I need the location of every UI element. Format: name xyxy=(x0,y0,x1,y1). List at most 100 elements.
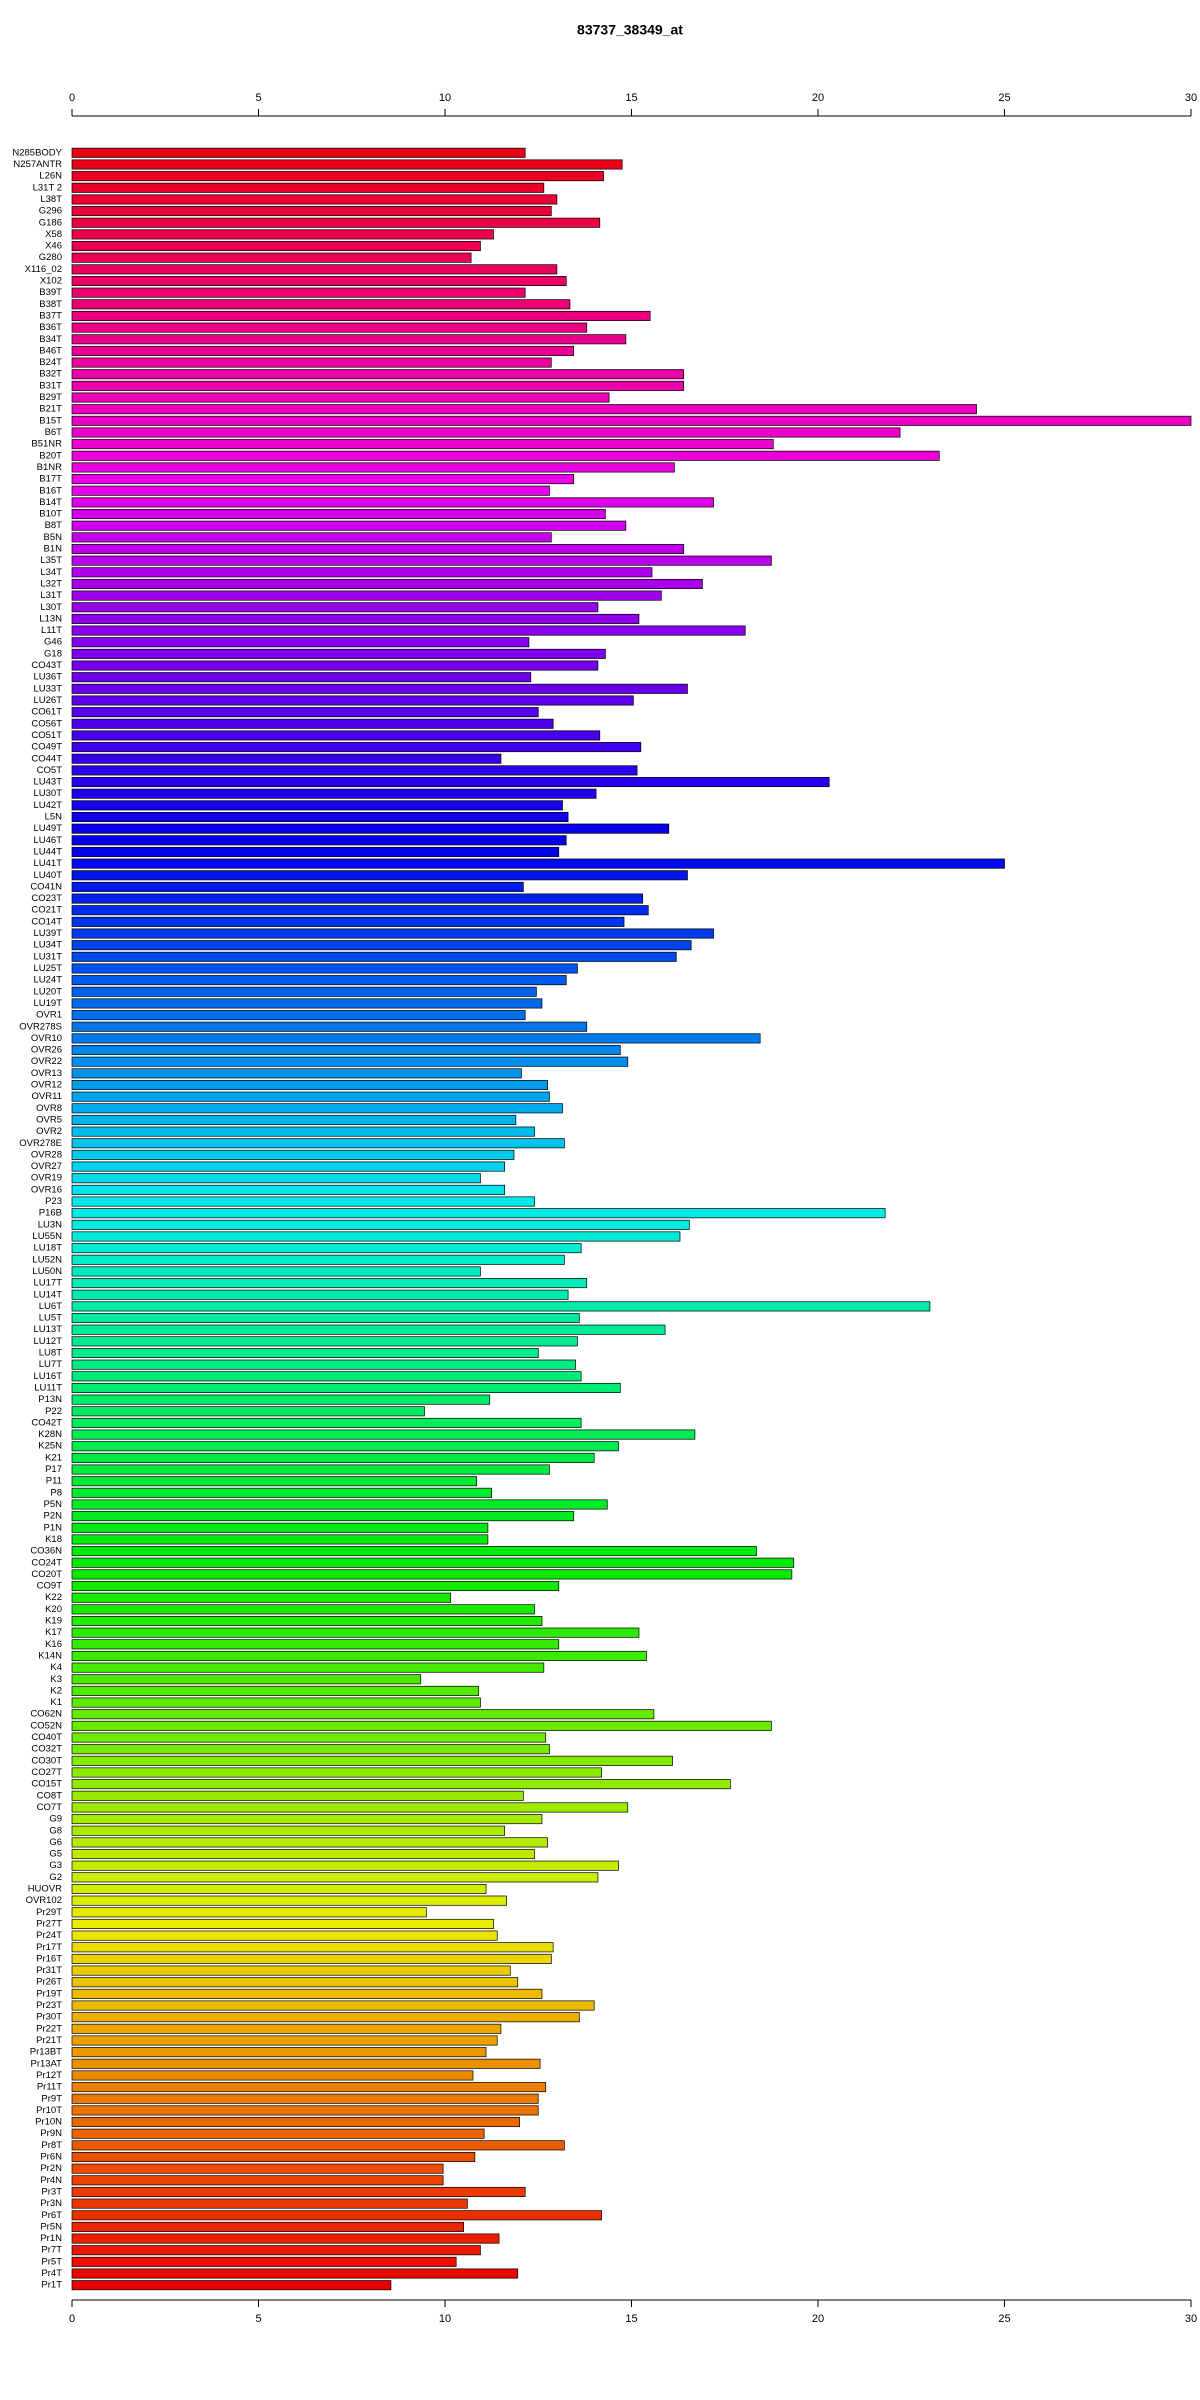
y-tick-label: LU7T xyxy=(39,1359,62,1370)
bar xyxy=(71,986,537,997)
y-tick-label: Pr13AT xyxy=(30,2058,62,2069)
bar xyxy=(71,1767,603,1778)
bar xyxy=(71,1965,511,1976)
bar xyxy=(71,835,567,846)
bar xyxy=(71,1732,547,1743)
bar xyxy=(71,2221,464,2232)
y-tick-label: Pr6T xyxy=(41,2210,62,2221)
y-tick-label: Pr1T xyxy=(41,2280,62,2291)
y-tick-label: LU34T xyxy=(33,940,62,951)
y-tick-label: CO40T xyxy=(31,1732,62,1743)
bar xyxy=(71,870,688,881)
bar xyxy=(71,532,552,543)
bar xyxy=(71,2047,487,2058)
bar xyxy=(71,1313,580,1324)
bar xyxy=(71,2198,468,2209)
bar xyxy=(71,1464,550,1475)
y-tick-label: K28N xyxy=(38,1429,62,1440)
bar xyxy=(71,1196,535,1207)
bar xyxy=(71,462,675,473)
bar xyxy=(71,2151,476,2163)
bar xyxy=(71,1872,599,1883)
y-tick-label: CO14T xyxy=(31,916,62,927)
bar xyxy=(71,1417,582,1428)
y-tick-label: Pr13BT xyxy=(30,2047,62,2058)
y-tick-label: Pr4T xyxy=(41,2268,62,2279)
bar xyxy=(71,1114,517,1125)
bar xyxy=(71,1639,560,1650)
y-tick-label: K14N xyxy=(38,1650,62,1661)
y-tick-label: B37T xyxy=(39,310,62,321)
y-tick-label: LU36T xyxy=(33,672,62,683)
bar xyxy=(71,1266,481,1277)
bar xyxy=(71,613,640,624)
y-tick-label: Pr6N xyxy=(40,2152,62,2163)
y-tick-label: Pr10N xyxy=(35,2117,62,2128)
bar xyxy=(71,1394,491,1405)
bar xyxy=(71,1650,647,1661)
y-tick-label: LU43T xyxy=(33,777,62,788)
y-tick-label: LU46T xyxy=(33,835,62,846)
bar xyxy=(71,788,597,799)
bar xyxy=(71,1953,552,1964)
bar xyxy=(71,1837,548,1848)
y-tick-label: B16T xyxy=(39,485,62,496)
y-tick-label: Pr27T xyxy=(36,1918,62,1929)
y-tick-label: CO42T xyxy=(31,1417,62,1428)
bar xyxy=(71,2000,595,2011)
x-tick-label: 10 xyxy=(439,92,451,104)
y-tick-label: X116_02 xyxy=(25,264,62,275)
bar xyxy=(71,2280,392,2291)
y-tick-label: CO23T xyxy=(31,893,62,904)
bar xyxy=(71,660,599,671)
bar xyxy=(71,1103,563,1114)
bar xyxy=(71,765,638,776)
y-tick-label: K18 xyxy=(45,1534,62,1545)
bar xyxy=(71,334,627,345)
y-tick-label: G6 xyxy=(49,1837,62,1848)
y-tick-label: LU16T xyxy=(33,1371,62,1382)
bar xyxy=(71,1301,931,1312)
bar xyxy=(71,206,552,217)
bar xyxy=(71,1814,543,1825)
bar xyxy=(71,1790,524,1801)
bar xyxy=(71,1802,629,1813)
bar xyxy=(71,928,714,939)
bar xyxy=(71,1441,619,1452)
y-tick-label: OVR26 xyxy=(31,1045,62,1056)
bar xyxy=(71,543,685,555)
bar xyxy=(71,229,494,240)
bar xyxy=(71,1068,522,1079)
y-tick-label: G46 xyxy=(44,637,62,648)
bar xyxy=(71,1883,487,1895)
y-tick-label: B10T xyxy=(39,509,62,520)
bar xyxy=(71,1254,565,1265)
y-tick-label: LU30T xyxy=(33,788,62,799)
bar xyxy=(71,1021,588,1032)
bar xyxy=(71,1674,422,1685)
bar xyxy=(71,1604,535,1615)
y-tick-label: L13N xyxy=(39,613,62,624)
y-tick-label: P8 xyxy=(50,1487,62,1498)
y-tick-label: LU31T xyxy=(33,951,62,962)
bar xyxy=(71,1942,554,1953)
y-tick-label: LU11T xyxy=(34,1382,62,1393)
bar xyxy=(71,893,644,904)
y-tick-label: CO61T xyxy=(31,707,62,718)
bar xyxy=(71,1895,507,1906)
y-tick-label: G280 xyxy=(39,252,62,263)
bar xyxy=(71,474,575,485)
bar xyxy=(71,287,526,298)
y-tick-label: G9 xyxy=(49,1814,62,1825)
bar xyxy=(71,2117,520,2128)
bar xyxy=(71,602,599,613)
bar xyxy=(71,2070,474,2081)
bar xyxy=(71,1522,489,1533)
bar xyxy=(71,742,642,753)
bar xyxy=(71,1010,526,1021)
bar xyxy=(71,1557,795,1568)
x-tick-label: 25 xyxy=(998,2313,1010,2325)
y-tick-label: X46 xyxy=(45,241,62,252)
y-tick-label: B39T xyxy=(39,287,62,298)
y-tick-label: P17 xyxy=(45,1464,62,1475)
